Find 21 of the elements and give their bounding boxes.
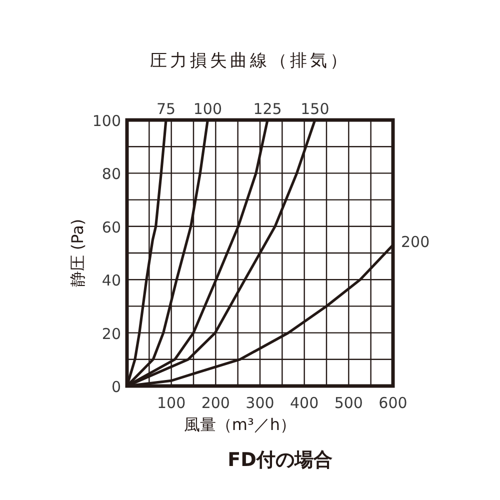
x-tick-label: 600	[378, 394, 408, 412]
series-label: 100	[193, 100, 222, 118]
x-tick-label: 100	[157, 394, 186, 412]
x-tick-label: 300	[246, 394, 274, 412]
series-label: 200	[401, 233, 430, 252]
x-axis-title: 風量（m³／h）	[184, 415, 296, 434]
y-tick-label: 20	[102, 324, 121, 343]
y-tick-label: 60	[102, 218, 121, 236]
y-tick-label: 100	[92, 112, 121, 130]
series-label: 125	[253, 100, 282, 118]
x-tick-label: 200	[201, 394, 230, 412]
y-tick-label: 80	[102, 165, 121, 184]
y-axis-title: 静圧 (Pa)	[68, 218, 87, 288]
chart-title: 圧力損失曲線（排気）	[150, 51, 350, 71]
series-label: 75	[156, 100, 176, 118]
x-tick-label: 500	[334, 394, 363, 412]
series-label: 150	[300, 100, 330, 118]
x-tick-label: 400	[290, 394, 319, 412]
y-tick-label: 40	[102, 272, 121, 290]
y-tick-label: 0	[111, 378, 121, 396]
text: FD付の場合	[228, 449, 332, 471]
